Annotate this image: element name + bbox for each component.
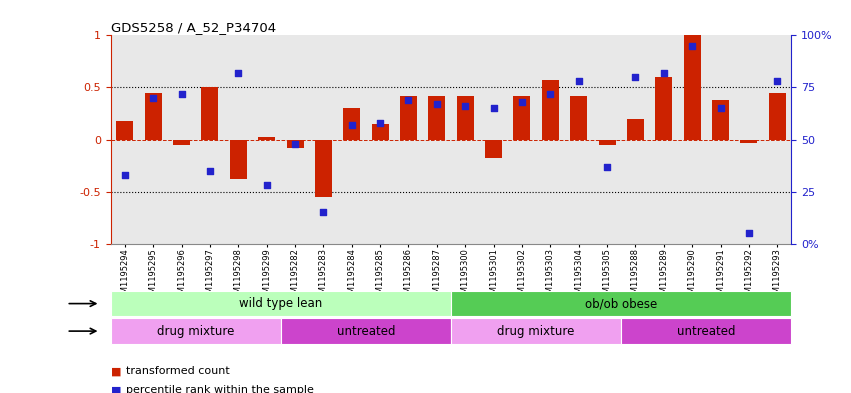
Bar [287,140,304,148]
Point [402,97,415,103]
Point [685,42,699,49]
Point [515,99,528,105]
Point [146,95,160,101]
Bar [315,140,332,197]
Text: GDS5258 / A_52_P34704: GDS5258 / A_52_P34704 [111,21,276,34]
Bar [145,93,162,140]
Bar [513,96,530,140]
Bar [542,80,559,140]
Point [260,182,273,189]
Bar [281,318,451,344]
Text: ■: ■ [111,366,121,376]
Point [430,101,443,107]
Point [345,122,358,128]
Text: untreated: untreated [337,325,395,338]
Text: wild type lean: wild type lean [239,297,323,310]
Point [770,78,784,84]
Point [487,105,500,111]
Point [374,120,387,126]
Bar [343,108,360,140]
Bar [627,119,644,140]
Bar [485,140,502,158]
Bar [598,140,615,145]
Text: ob/ob obese: ob/ob obese [585,297,657,310]
Bar [258,138,275,140]
Bar [768,93,785,140]
Bar [740,140,757,143]
Point [629,74,643,80]
Bar [712,100,729,140]
Bar [451,318,621,344]
Bar [457,96,474,140]
Point [118,172,132,178]
Point [714,105,728,111]
Point [203,167,217,174]
Bar [621,318,791,344]
Bar [683,35,700,140]
Bar [372,124,389,140]
Bar [173,140,190,145]
Text: untreated: untreated [677,325,735,338]
Text: drug mixture: drug mixture [498,325,574,338]
Bar [451,291,791,316]
Bar [117,121,134,140]
Bar [400,96,417,140]
Text: percentile rank within the sample: percentile rank within the sample [126,385,314,393]
Point [600,163,614,170]
Bar [570,96,587,140]
Point [317,209,330,215]
Point [459,103,472,109]
Text: drug mixture: drug mixture [157,325,234,338]
Point [572,78,585,84]
Bar [655,77,672,140]
Point [174,90,188,97]
Bar [111,318,281,344]
Point [742,230,756,236]
Text: ■: ■ [111,385,121,393]
Bar [428,96,445,140]
Point [657,70,671,76]
Point [544,90,557,97]
Bar [202,87,219,140]
Bar [230,140,247,179]
Point [231,70,245,76]
Text: transformed count: transformed count [126,366,230,376]
Bar [111,291,451,316]
Point [288,141,302,147]
